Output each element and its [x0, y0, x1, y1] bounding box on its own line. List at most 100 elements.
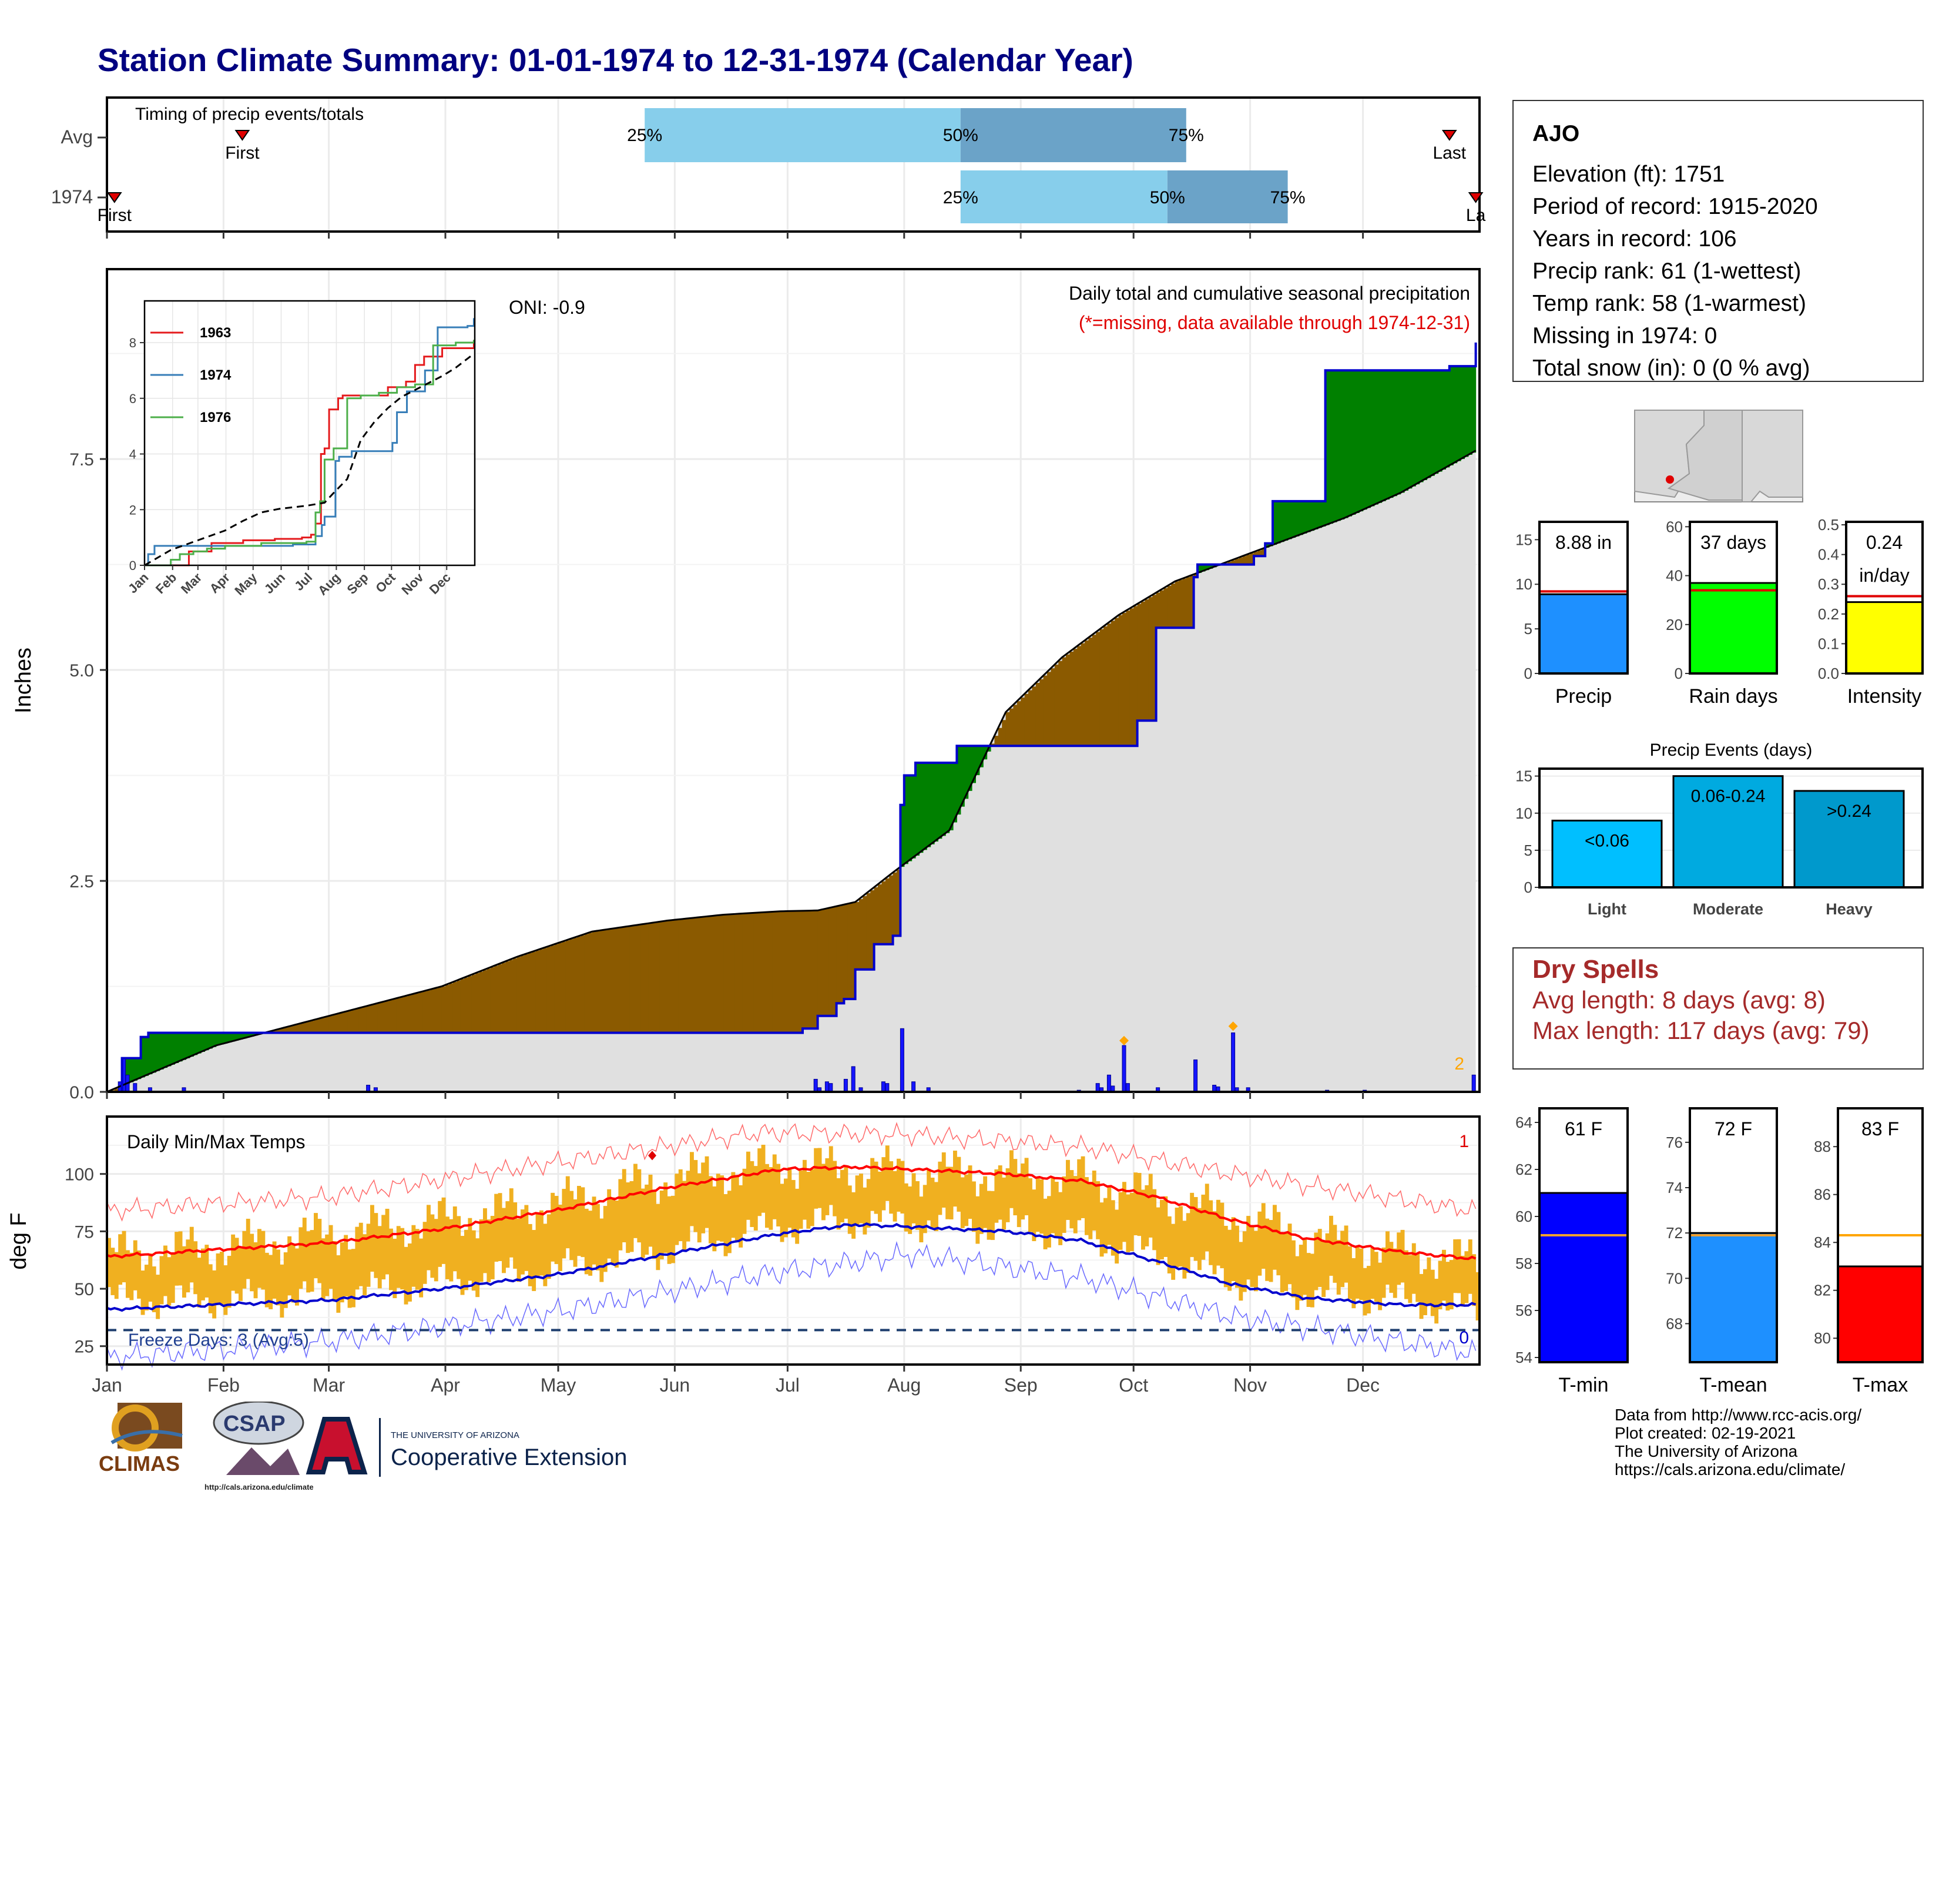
above-average-fill: [1393, 370, 1397, 497]
csap-logo: CSAP http://cals.arizona.edu/climate: [204, 1402, 314, 1491]
daily-temp-range-bar: [1397, 1232, 1401, 1285]
below-average-fill: [640, 924, 645, 1033]
daily-temp-range-bar: [175, 1232, 179, 1286]
daily-temp-range-bar: [825, 1158, 830, 1215]
below-average-fill: [863, 896, 867, 970]
above-average-fill: [915, 763, 920, 856]
daily-temp-range-bar: [427, 1205, 431, 1271]
below-average-fill: [389, 1000, 393, 1033]
temp-count-bottom: 0: [1459, 1328, 1469, 1347]
mini-bar-charts: 0 5 10 15 8.88 in Precip 0 20 40 60 37 days Rain da…: [1515, 516, 1924, 1396]
mini-y-tick-label: 54: [1515, 1349, 1532, 1366]
daily-temp-range-bar: [626, 1182, 630, 1253]
below-average-fill: [659, 921, 664, 1033]
below-average-fill: [1115, 618, 1119, 746]
daily-temp-range-bar: [1303, 1238, 1307, 1295]
below-average-fill: [1261, 549, 1266, 557]
above-average-fill: [949, 763, 954, 830]
inset-lines: [144, 318, 475, 566]
below-average-fill: [1257, 550, 1262, 557]
daily-temp-range-bar: [546, 1214, 551, 1279]
station-line: Period of record: 1915-2020: [1532, 194, 1818, 219]
above-average-fill: [1348, 370, 1352, 517]
daily-temp-range-bar: [1212, 1211, 1217, 1275]
below-average-fill: [1111, 621, 1115, 746]
daily-temp-range-bar: [949, 1166, 954, 1220]
daily-temp-range-bar: [1028, 1178, 1032, 1232]
below-average-fill: [1005, 712, 1010, 746]
daily-temp-range-bar: [325, 1234, 330, 1296]
daily-temp-range-bar: [239, 1246, 243, 1301]
mini-value-bar: [1538, 1192, 1629, 1363]
mini-y-tick-label: 10: [1515, 575, 1532, 593]
daily-temp-range-bar: [922, 1185, 927, 1233]
daily-temp-range-bar: [734, 1175, 739, 1241]
mini-y-tick-label: 0.0: [1818, 665, 1839, 682]
quartile-bar-upper: [960, 108, 1186, 162]
extreme-precip-marker: [1228, 1021, 1238, 1031]
daily-temp-range-bar: [803, 1159, 807, 1220]
station-line: Total snow (in): 0 (0 % avg): [1532, 356, 1810, 381]
daily-temp-range-bar: [964, 1174, 969, 1226]
mini-y-tick-label: 0: [1675, 665, 1683, 682]
daily-temp-range-bar: [137, 1250, 142, 1299]
daily-temp-range-bar: [1461, 1255, 1465, 1307]
daily-temp-range-bar: [129, 1252, 134, 1300]
daily-temp-range-bar: [475, 1238, 480, 1298]
mini-axis-label: T-min: [1559, 1374, 1609, 1396]
timing-marker-first: [234, 130, 250, 141]
below-average-fill: [460, 978, 465, 1033]
daily-temp-range-bar: [968, 1165, 972, 1219]
precip-ylabel: Inches: [11, 648, 36, 713]
daily-temp-range-bar: [753, 1166, 758, 1231]
inset-y-tick-label: 0: [129, 558, 136, 573]
daily-temp-range-bar: [415, 1229, 420, 1290]
above-average-fill: [126, 1058, 130, 1084]
locator-map: [1634, 410, 1803, 502]
daily-temp-range-bar: [1002, 1177, 1007, 1230]
mini-y-tick-label: 62: [1515, 1161, 1532, 1178]
daily-temp-range-bar: [1359, 1248, 1364, 1300]
above-average-fill: [1430, 370, 1435, 476]
below-average-fill: [633, 925, 638, 1033]
below-average-fill: [1017, 701, 1021, 746]
daily-temp-range-bar: [640, 1188, 645, 1258]
below-average-fill: [366, 1006, 371, 1033]
above-average-fill: [129, 1058, 134, 1082]
mini-y-tick-label: 64: [1515, 1114, 1532, 1131]
average-cumulative-line: [106, 450, 1477, 1093]
daily-temp-range-bar: [615, 1200, 619, 1268]
timing-marker-label-last: La: [1466, 206, 1486, 225]
above-average-fill: [1359, 370, 1364, 512]
daily-temp-range-bar: [1088, 1182, 1093, 1239]
above-average-fill: [934, 763, 938, 842]
below-average-fill: [449, 983, 454, 1033]
daily-temp-range-bar: [1340, 1231, 1345, 1288]
precip-y-axis: 0.0 2.5 5.0 7.5: [69, 450, 1364, 1102]
below-average-fill: [569, 939, 574, 1033]
daily-temp-range-bar: [148, 1253, 153, 1302]
y-tick-label: 100: [65, 1165, 94, 1185]
timing-panel: Timing of precip events/totals Avg 1974 …: [51, 96, 1486, 239]
daily-temp-range-bar: [863, 1187, 867, 1235]
above-average-fill: [1461, 366, 1465, 460]
below-average-fill: [645, 924, 649, 1033]
daily-temp-range-bar: [1430, 1269, 1435, 1316]
daily-temp-range-bar: [562, 1189, 566, 1259]
below-average-fill: [317, 1018, 322, 1033]
below-average-fill: [678, 919, 683, 1033]
daily-temp-range-bar: [494, 1194, 499, 1262]
above-average-fill: [1411, 370, 1416, 487]
daily-temp-range-bar: [866, 1179, 871, 1228]
daily-temp-range-bar: [505, 1201, 510, 1268]
daily-temp-range-bar: [957, 1157, 961, 1212]
daily-temp-range-bar: [1389, 1242, 1394, 1293]
daily-temp-range-bar: [663, 1182, 668, 1253]
daily-temp-range-bar: [257, 1229, 261, 1288]
mini-axis-label: T-max: [1853, 1374, 1908, 1396]
below-average-fill: [697, 917, 702, 1033]
daily-temp-range-bar: [159, 1256, 164, 1305]
below-average-fill: [490, 967, 495, 1033]
daily-temp-range-bar: [1118, 1192, 1123, 1250]
above-average-fill: [193, 1033, 198, 1055]
